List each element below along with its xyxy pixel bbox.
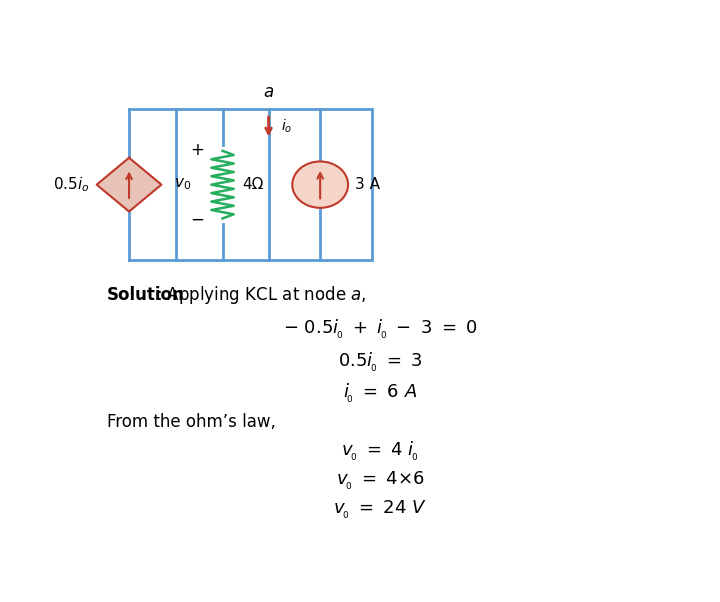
Text: $i_o$: $i_o$ — [281, 118, 292, 135]
Text: 3 A: 3 A — [355, 177, 379, 192]
Bar — [176, 110, 372, 260]
Text: $0.5i_o$: $0.5i_o$ — [53, 175, 90, 194]
Text: $v_0$: $v_0$ — [174, 177, 191, 193]
Circle shape — [292, 161, 348, 208]
Text: $-\ 0.5i_{_{\!0}}\ +\ i_{_{\!0}}\ -\ 3\ =\ 0$: $-\ 0.5i_{_{\!0}}\ +\ i_{_{\!0}}\ -\ 3\ … — [283, 318, 477, 341]
Text: −: − — [191, 211, 204, 228]
Text: $v_{_{\!0}}\ =\ 4\ i_{_{\!0}}$: $v_{_{\!0}}\ =\ 4\ i_{_{\!0}}$ — [341, 440, 419, 463]
Text: $i_{_{\!0}}\ =\ 6\ A$: $i_{_{\!0}}\ =\ 6\ A$ — [343, 382, 418, 405]
Text: +: + — [191, 141, 204, 159]
Text: $v_{_{\!0}}\ =\ 4{\times}6$: $v_{_{\!0}}\ =\ 4{\times}6$ — [336, 470, 424, 492]
Text: $v_{_{\!0}}\ =\ 24\ V$: $v_{_{\!0}}\ =\ 24\ V$ — [333, 499, 427, 521]
Text: $a$: $a$ — [263, 83, 274, 101]
Text: Solution: Solution — [107, 286, 184, 304]
Text: $0.5i_{_{\!0}}\ =\ 3$: $0.5i_{_{\!0}}\ =\ 3$ — [338, 350, 423, 373]
Text: : Applying KCL at node $a$,: : Applying KCL at node $a$, — [156, 284, 366, 306]
Polygon shape — [96, 158, 161, 211]
Text: 4Ω: 4Ω — [242, 177, 264, 192]
Text: From the ohm’s law,: From the ohm’s law, — [107, 413, 276, 431]
